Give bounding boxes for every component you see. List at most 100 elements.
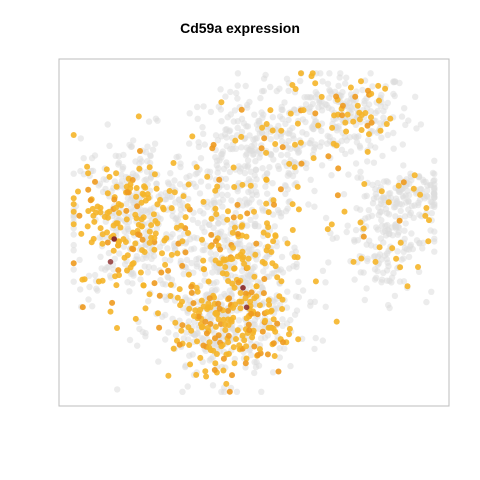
expressing-cell-point [382,85,389,92]
background-cell-point [354,237,362,244]
background-cell-point [344,222,351,229]
background-cell-point [114,386,121,393]
expressing-cell-point [231,224,238,231]
expressing-cell-point [200,198,207,205]
background-cell-point [201,270,209,278]
background-cell-point [134,256,141,263]
expressing-cell-point [104,190,111,197]
expressing-cell-point [208,215,215,222]
background-cell-point [104,121,111,128]
background-cell-point [91,152,99,159]
expressing-cell-point [97,204,104,211]
expressing-cell-point [188,327,195,334]
expressing-cell-point [230,244,236,251]
background-cell-point [242,82,249,90]
expressing-cell-point [376,244,383,251]
background-cell-point [155,358,162,365]
expressing-cell-point [138,216,145,223]
expressing-cell-point [172,319,179,326]
background-cell-point [421,195,428,202]
background-cell-point [431,191,438,198]
background-cell-point [241,169,249,177]
background-cell-point [364,257,371,265]
expressing-cell-point [212,187,219,194]
background-cell-point [205,183,212,190]
background-cell-point [149,146,157,153]
background-cell-point [326,133,333,141]
background-cell-point [179,200,186,207]
background-cell-point [344,98,351,105]
expressing-cell-point [262,317,269,324]
expressing-cell-point [202,318,209,325]
expressing-cell-point [137,148,143,154]
expressing-cell-point [84,223,91,230]
expressing-cell-point [324,226,331,233]
background-cell-point [307,176,314,183]
background-cell-point [163,296,170,303]
expressing-cell-point [377,127,384,134]
background-cell-point [145,298,152,305]
background-cell-point [340,191,348,198]
expressing-cell-point [197,306,204,313]
expressing-cell-point [263,176,270,183]
background-cell-point [233,388,241,395]
background-cell-point [363,285,370,292]
background-cell-point [213,162,220,169]
background-cell-point [169,212,176,220]
expressing-cell-point [218,343,225,350]
expressing-cell-point [170,345,177,352]
background-cell-point [222,175,230,183]
expressing-cell-point [179,238,186,245]
expressing-cell-point [211,294,218,301]
expressing-cell-point [286,331,292,338]
background-cell-point [244,104,251,111]
expressing-cells [70,70,432,395]
expressing-cell-point [133,185,140,191]
expressing-cell-point [123,207,130,214]
expressing-cell-point [354,102,361,109]
background-cell-point [207,249,214,257]
background-cell-point [256,154,263,161]
background-cell-point [120,243,128,250]
expressing-cell-point [217,260,224,267]
background-cell-point [287,362,294,370]
background-cell-point [396,174,403,182]
expressing-cell-point [176,286,183,293]
background-cell-point [295,278,302,285]
expressing-cell-point [238,133,245,140]
background-cell-point [253,358,260,366]
background-cell-point [159,313,166,320]
expressing-cell-point [244,264,251,271]
background-cell-point [206,168,214,175]
background-cell-point [390,145,397,152]
expressing-cell-point [294,254,301,261]
expressing-cell-point [171,189,178,196]
background-cell-point [223,126,230,133]
background-cell-point [251,111,258,118]
background-cell-point [123,200,130,208]
background-cell-point [157,277,164,284]
background-cell-point [157,191,165,198]
background-cell-point [272,146,280,153]
expressing-cell-point [347,84,354,91]
background-cell-point [325,259,332,266]
expressing-cell-point [161,237,168,244]
background-cell-point [318,98,325,105]
background-cell-point [274,206,282,214]
background-cell-point [405,191,413,199]
background-cell-point [177,211,185,218]
chart-title: Cd59a expression [180,20,300,36]
expressing-cell-point [356,109,363,116]
background-cell-point [106,142,113,149]
expressing-cell-point [95,278,102,285]
expressing-cell-point [124,267,130,274]
background-cell-point [307,302,314,309]
expressing-cell-point [116,272,122,279]
expressing-cell-point [308,73,315,80]
expressing-cell-point [70,201,77,208]
expressing-cell-point [248,310,255,317]
background-cell-point [380,228,387,236]
expressing-cell-point [198,297,205,304]
expressing-cell-point [206,339,213,346]
background-cell-point [223,183,231,191]
